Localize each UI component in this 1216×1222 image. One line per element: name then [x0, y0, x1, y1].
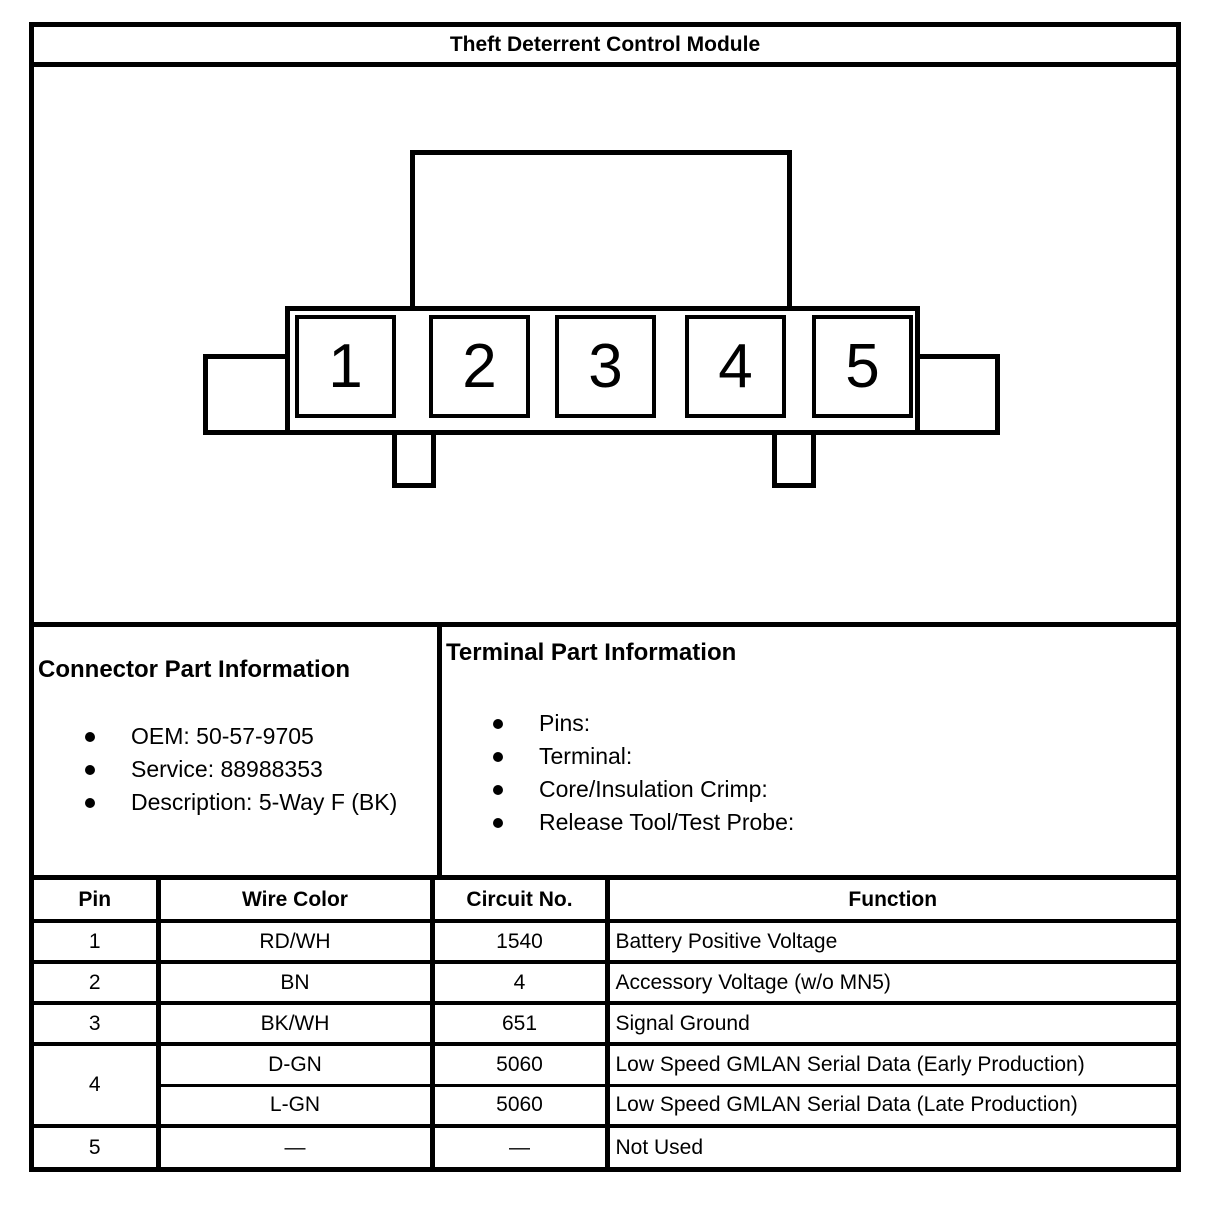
connector-part-information: Connector Part Information OEM: 50-57-97…: [34, 627, 442, 875]
pin-cavity-5: 5: [812, 315, 913, 418]
table-header-row: Pin Wire Color Circuit No. Function: [34, 880, 1176, 923]
list-item: Terminal:: [442, 740, 1176, 773]
bullet-icon: [85, 764, 95, 775]
function-cell: Low Speed GMLAN Serial Data (Late Produc…: [604, 1083, 1176, 1128]
title-bar: Theft Deterrent Control Module: [34, 27, 1176, 67]
header-pin: Pin: [34, 880, 161, 923]
terminal-terminal: Terminal:: [539, 743, 633, 769]
pin-cell: 5: [34, 1124, 161, 1167]
table-row: 4 D-GN 5060 Low Speed GMLAN Serial Data …: [34, 1042, 1176, 1128]
connector-body: 1 2 3 4 5: [285, 306, 920, 435]
pin-cavity-4: 4: [685, 315, 786, 418]
function-cell: Low Speed GMLAN Serial Data (Early Produ…: [604, 1042, 1176, 1087]
connector-diagram: 1 2 3 4 5: [34, 67, 1176, 627]
wire-color-cell: L-GN: [158, 1083, 435, 1128]
connector-right-ear: [913, 354, 1000, 435]
function-cell: Battery Positive Voltage: [604, 919, 1176, 964]
pinout-table: Pin Wire Color Circuit No. Function 1 RD…: [34, 880, 1176, 1167]
circuit-no-cell: —: [429, 1124, 610, 1167]
terminal-part-info-list: Pins: Terminal: Core/Insulation Crimp: R…: [442, 707, 1176, 839]
circuit-no-cell: 4: [429, 960, 610, 1005]
pin-cavity-1: 1: [295, 315, 396, 418]
list-item: Release Tool/Test Probe:: [442, 806, 1176, 839]
terminal-release-tool: Release Tool/Test Probe:: [539, 809, 795, 835]
page-title: Theft Deterrent Control Module: [449, 32, 761, 56]
terminal-pins: Pins:: [539, 710, 591, 736]
wire-color-cell: RD/WH: [155, 919, 435, 964]
wire-color-cell: —: [155, 1124, 435, 1167]
pin-cell: 3: [34, 1001, 161, 1046]
connector-part-info-heading: Connector Part Information: [38, 656, 351, 683]
document-frame: Theft Deterrent Control Module 1 2 3 4 5…: [29, 22, 1181, 1172]
header-function: Function: [604, 880, 1176, 923]
table-row: 2 BN 4 Accessory Voltage (w/o MN5): [34, 960, 1176, 1005]
connector-bottom-tab-2: [772, 435, 816, 488]
header-circuit-no: Circuit No.: [429, 880, 610, 923]
function-cell: Not Used: [604, 1124, 1176, 1167]
terminal-part-information: Terminal Part Information Pins: Terminal…: [442, 627, 1176, 875]
circuit-no-cell: 1540: [429, 919, 610, 964]
pin-cavity-2: 2: [429, 315, 530, 418]
connector-lock-tab: [410, 150, 792, 311]
pin-cell: 2: [34, 960, 161, 1005]
function-cell: Signal Ground: [604, 1001, 1176, 1046]
circuit-no-cell: 5060: [429, 1042, 610, 1087]
oem-number: OEM: 50-57-9705: [131, 723, 314, 749]
service-number: Service: 88988353: [131, 756, 323, 782]
table-row: 3 BK/WH 651 Signal Ground: [34, 1001, 1176, 1046]
list-item: Description: 5-Way F (BK): [34, 786, 437, 819]
pin-cell: 4: [34, 1042, 161, 1128]
table-row: 1 RD/WH 1540 Battery Positive Voltage: [34, 919, 1176, 964]
bullet-icon: [493, 751, 503, 762]
circuit-no-cell: 651: [429, 1001, 610, 1046]
connector-part-info-list: OEM: 50-57-9705 Service: 88988353 Descri…: [34, 720, 437, 819]
circuit-no-cell: 5060: [429, 1083, 610, 1128]
table-row: 5 — — Not Used: [34, 1124, 1176, 1167]
connector-left-ear: [203, 354, 290, 435]
connector-bottom-tab-1: [392, 435, 436, 488]
terminal-crimp: Core/Insulation Crimp:: [539, 776, 768, 802]
wire-color-cell: BN: [155, 960, 435, 1005]
list-item: OEM: 50-57-9705: [34, 720, 437, 753]
connector-description: Description: 5-Way F (BK): [131, 789, 398, 815]
terminal-part-info-heading: Terminal Part Information: [446, 639, 737, 666]
bullet-icon: [493, 718, 503, 729]
pin-cell: 1: [34, 919, 161, 964]
table-row: L-GN 5060 Low Speed GMLAN Serial Data (L…: [34, 1083, 1176, 1128]
bullet-icon: [493, 817, 503, 828]
list-item: Pins:: [442, 707, 1176, 740]
list-item: Service: 88988353: [34, 753, 437, 786]
wire-color-cell: BK/WH: [155, 1001, 435, 1046]
wire-color-cell: D-GN: [155, 1042, 435, 1087]
function-cell: Accessory Voltage (w/o MN5): [604, 960, 1176, 1005]
bullet-icon: [493, 784, 503, 795]
header-wire-color: Wire Color: [155, 880, 435, 923]
part-information-row: Connector Part Information OEM: 50-57-97…: [34, 627, 1176, 880]
bullet-icon: [85, 731, 95, 742]
pin-cavity-3: 3: [555, 315, 656, 418]
bullet-icon: [85, 797, 95, 808]
list-item: Core/Insulation Crimp:: [442, 773, 1176, 806]
